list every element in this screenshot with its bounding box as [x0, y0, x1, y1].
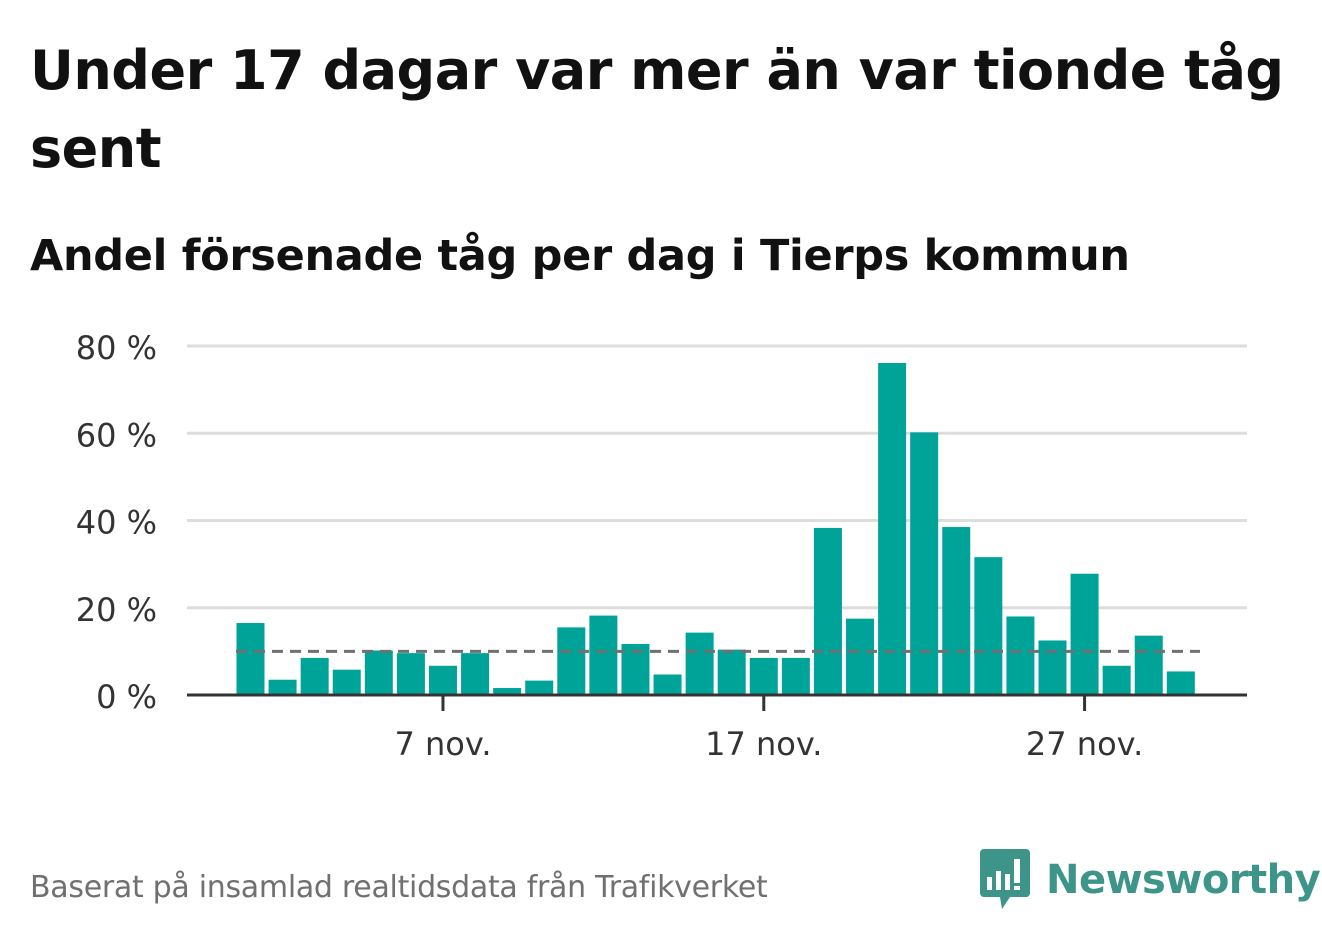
y-tick-label: 20 % [76, 591, 157, 629]
bar [749, 657, 778, 695]
bar [653, 674, 682, 695]
x-tick-label: 27 nov. [1026, 725, 1143, 763]
bar [525, 680, 554, 695]
bar [1102, 665, 1131, 695]
bar [332, 669, 361, 695]
bar [1166, 671, 1195, 695]
y-tick-label: 60 % [76, 416, 157, 454]
bar [813, 527, 842, 695]
source-note: Baserat på insamlad realtidsdata från Tr… [30, 870, 768, 905]
bar [781, 657, 810, 695]
bar [461, 653, 490, 695]
chart-subtitle: Andel försenade tåg per dag i Tierps kom… [30, 231, 1130, 281]
bar [428, 665, 457, 695]
bar [878, 363, 907, 695]
newsworthy-logo: Newsworthy [980, 848, 1321, 912]
x-tick-label: 17 nov. [705, 725, 822, 763]
bar [493, 688, 522, 695]
bar [557, 627, 586, 695]
y-tick-label: 0 % [96, 678, 157, 716]
bar-chart-speech-bubble-icon [980, 849, 1030, 909]
bar [717, 649, 746, 695]
bar [1134, 635, 1163, 695]
bar [396, 653, 425, 695]
brand-name: Newsworthy [1046, 857, 1321, 903]
bar [268, 679, 297, 695]
y-tick-label: 40 % [76, 504, 157, 542]
y-tick-label: 80 % [76, 329, 157, 367]
bars [236, 363, 1195, 695]
bar [589, 615, 618, 695]
bar [1038, 640, 1067, 695]
bar [685, 632, 714, 695]
x-tick-label: 7 nov. [394, 725, 491, 763]
bar [910, 432, 939, 695]
bar [236, 623, 265, 695]
bar [300, 657, 329, 695]
bar [1006, 616, 1035, 695]
bar [364, 650, 393, 695]
bar [1070, 573, 1099, 695]
bar [846, 618, 875, 695]
chart-title: Under 17 dagar var mer än var tionde tåg… [30, 39, 1284, 180]
bar [974, 557, 1003, 695]
axes: 0 % 20 % 40 % 60 % 80 % 7 nov. 17 nov. 27 nov. [76, 329, 1247, 763]
bar [942, 527, 971, 695]
gridlines [187, 344, 1247, 610]
